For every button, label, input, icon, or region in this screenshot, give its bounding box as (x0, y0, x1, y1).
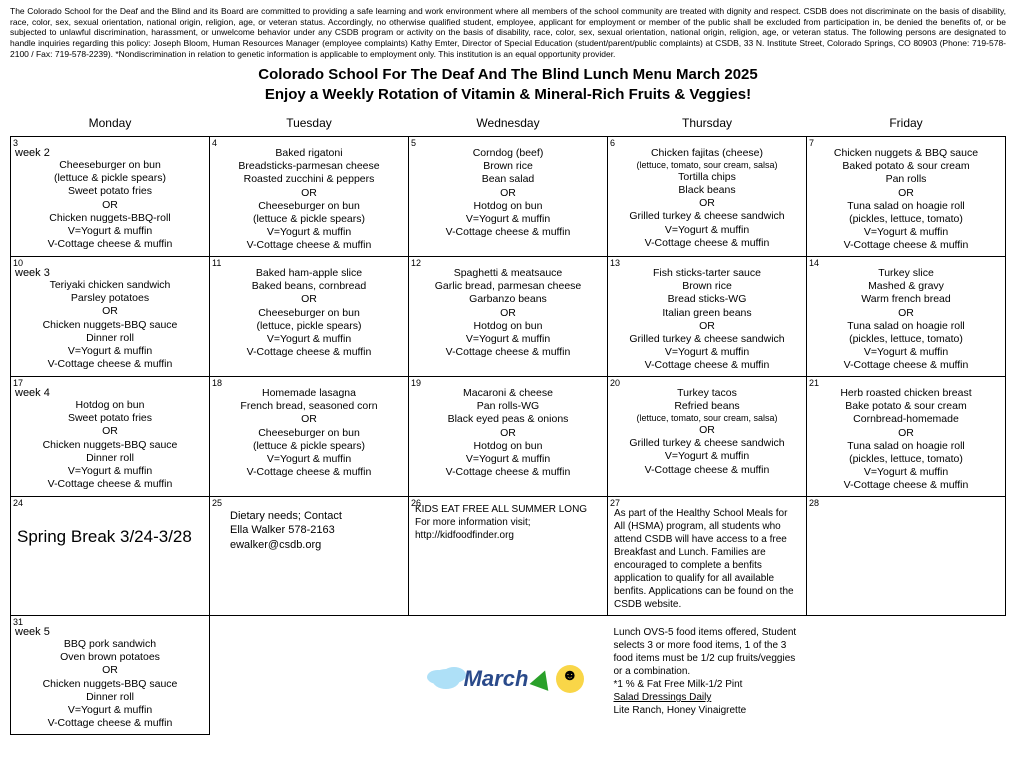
day-number: 11 (212, 258, 221, 268)
day-number: 14 (809, 258, 819, 268)
cloud-icon (432, 669, 460, 689)
calendar-cell (807, 616, 1006, 735)
menu-lines: Teriyaki chicken sandwichParsley potatoe… (11, 279, 209, 375)
menu-lines: BBQ pork sandwichOven brown potatoesORCh… (11, 638, 209, 734)
menu-lines: Corndog (beef)Brown riceBean saladORHotd… (409, 137, 607, 243)
hsma-notice: As part of the Healthy School Meals for … (608, 497, 806, 615)
kids-eat-free: KIDS EAT FREE ALL SUMMER LONG For more i… (409, 497, 607, 546)
calendar-cell: 20Turkey tacosRefried beans(lettuce, tom… (608, 377, 807, 497)
calendar-cell: March (409, 616, 608, 735)
menu-lines: Homemade lasagnaFrench bread, seasoned c… (210, 377, 408, 483)
calendar-cell: 14Turkey sliceMashed & gravyWarm french … (807, 257, 1006, 377)
calendar-cell: 19Macaroni & cheesePan rolls-WGBlack eye… (409, 377, 608, 497)
title-block: Colorado School For The Deaf And The Bli… (10, 65, 1006, 104)
calendar-cell: 7Chicken nuggets & BBQ sauceBaked potato… (807, 137, 1006, 257)
day-number: 21 (809, 378, 819, 388)
ovs-notice: Lunch OVS-5 food items offered, Student … (608, 616, 807, 721)
dietary-contact: Dietary needs; Contact Ella Walker 578-2… (210, 497, 408, 556)
calendar-cell: 4Baked rigatoniBreadsticks-parmesan chee… (210, 137, 409, 257)
calendar-cell: 10week 3Teriyaki chicken sandwichParsley… (11, 257, 210, 377)
menu-lines: Spaghetti & meatsauceGarlic bread, parme… (409, 257, 607, 363)
menu-lines: Baked rigatoniBreadsticks-parmesan chees… (210, 137, 408, 256)
calendar-cell: 26KIDS EAT FREE ALL SUMMER LONG For more… (409, 497, 608, 616)
day-header: Tuesday (210, 112, 409, 137)
day-number: 26 (411, 498, 421, 508)
day-number: 5 (411, 138, 416, 148)
kite-icon (530, 667, 555, 691)
day-number: 7 (809, 138, 814, 148)
menu-lines: Chicken nuggets & BBQ sauceBaked potato … (807, 137, 1005, 256)
menu-lines: Turkey tacosRefried beans(lettuce, tomat… (608, 377, 806, 481)
day-number: 25 (212, 498, 222, 508)
calendar-cell: 28 (807, 497, 1006, 616)
calendar-cell: 12Spaghetti & meatsauceGarlic bread, par… (409, 257, 608, 377)
menu-lines: Turkey sliceMashed & gravyWarm french br… (807, 257, 1005, 376)
calendar-table: MondayTuesdayWednesdayThursdayFriday 3we… (10, 112, 1006, 735)
calendar-cell: 3week 2Cheeseburger on bun(lettuce & pic… (11, 137, 210, 257)
disclaimer-text: The Colorado School for the Deaf and the… (10, 6, 1006, 59)
day-number: 13 (610, 258, 620, 268)
calendar-cell: 17week 4Hotdog on bunSweet potato friesO… (11, 377, 210, 497)
day-number: 17 (13, 378, 23, 388)
week-label: week 2 (11, 137, 209, 159)
sun-icon (556, 665, 584, 693)
calendar-cell: 13Fish sticks-tarter sauceBrown riceBrea… (608, 257, 807, 377)
day-number: 19 (411, 378, 421, 388)
title-line-1: Colorado School For The Deaf And The Bli… (10, 65, 1006, 85)
march-label: March (464, 666, 529, 692)
day-number: 4 (212, 138, 217, 148)
day-number: 10 (13, 258, 23, 268)
day-number: 31 (13, 617, 23, 627)
day-number: 18 (212, 378, 222, 388)
day-header: Monday (11, 112, 210, 137)
day-number: 28 (809, 498, 819, 508)
calendar-cell: 24Spring Break 3/24-3/28 (11, 497, 210, 616)
day-number: 12 (411, 258, 421, 268)
calendar-cell: 11Baked ham-apple sliceBaked beans, corn… (210, 257, 409, 377)
calendar-cell: 25Dietary needs; Contact Ella Walker 578… (210, 497, 409, 616)
menu-lines: Fish sticks-tarter sauceBrown riceBread … (608, 257, 806, 376)
calendar-cell: 27As part of the Healthy School Meals fo… (608, 497, 807, 616)
spring-break-label: Spring Break 3/24-3/28 (11, 497, 209, 547)
calendar-cell (210, 616, 409, 735)
menu-lines: Macaroni & cheesePan rolls-WGBlack eyed … (409, 377, 607, 483)
menu-lines: Herb roasted chicken breastBake potato &… (807, 377, 1005, 496)
menu-lines: Hotdog on bunSweet potato friesORChicken… (11, 399, 209, 495)
week-label: week 5 (11, 616, 209, 638)
day-number: 3 (13, 138, 18, 148)
day-header: Thursday (608, 112, 807, 137)
title-line-2: Enjoy a Weekly Rotation of Vitamin & Min… (10, 85, 1006, 105)
calendar-cell: 18Homemade lasagnaFrench bread, seasoned… (210, 377, 409, 497)
day-number: 27 (610, 498, 620, 508)
day-number: 6 (610, 138, 615, 148)
week-label: week 4 (11, 377, 209, 399)
day-number: 24 (13, 498, 23, 508)
day-header: Wednesday (409, 112, 608, 137)
menu-lines: Baked ham-apple sliceBaked beans, cornbr… (210, 257, 408, 363)
menu-lines: Chicken fajitas (cheese)(lettuce, tomato… (608, 137, 806, 254)
calendar-cell: 31week 5BBQ pork sandwichOven brown pota… (11, 616, 210, 735)
day-number: 20 (610, 378, 620, 388)
calendar-cell: Lunch OVS-5 food items offered, Student … (608, 616, 807, 735)
calendar-cell: 5Corndog (beef)Brown riceBean saladORHot… (409, 137, 608, 257)
calendar-cell: 21Herb roasted chicken breastBake potato… (807, 377, 1006, 497)
week-label: week 3 (11, 257, 209, 279)
menu-lines: Cheeseburger on bun(lettuce & pickle spe… (11, 159, 209, 255)
calendar-cell: 6Chicken fajitas (cheese)(lettuce, tomat… (608, 137, 807, 257)
march-clipart: March (409, 616, 608, 734)
day-header: Friday (807, 112, 1006, 137)
